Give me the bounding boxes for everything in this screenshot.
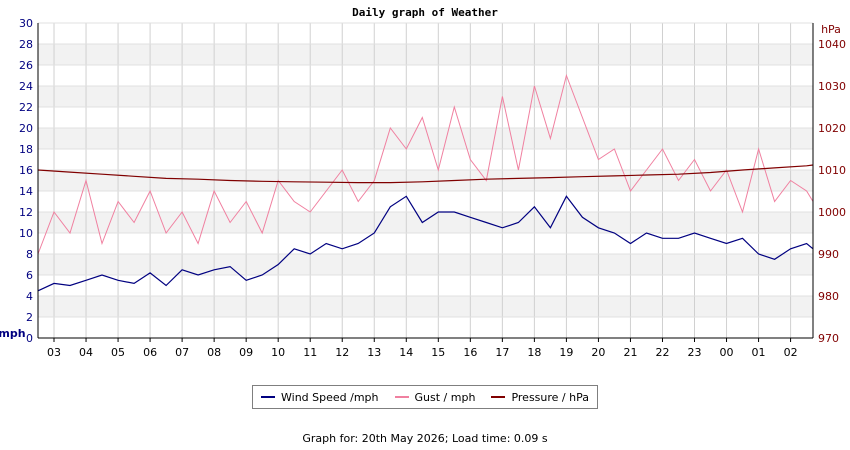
left-axis-unit-label: mph	[0, 327, 26, 340]
x-tick-label: 02	[784, 346, 798, 359]
x-tick-label: 01	[752, 346, 766, 359]
left-tick-label: 20	[19, 122, 33, 135]
right-axis-ticks: 970 980 990 1000 1010 1020 1030 1040	[818, 38, 846, 345]
left-tick-label: 2	[26, 311, 33, 324]
left-tick-label: 28	[19, 38, 33, 51]
x-tick-label: 18	[527, 346, 541, 359]
x-tick-label: 14	[399, 346, 413, 359]
left-tick-label: 18	[19, 143, 33, 156]
legend-item-wind: Wind Speed /mph	[261, 391, 379, 404]
right-tick-label: 980	[818, 290, 839, 303]
right-axis-unit-label: hPa	[821, 23, 841, 36]
grid-band	[38, 128, 813, 149]
grid-band	[38, 275, 813, 296]
axes	[37, 23, 814, 339]
grid-band	[38, 191, 813, 212]
x-tick-label: 04	[79, 346, 93, 359]
right-tick-label: 1000	[818, 206, 846, 219]
x-tick-label: 23	[688, 346, 702, 359]
chart-title: Daily graph of Weather	[352, 6, 498, 19]
right-tick-label: 970	[818, 332, 839, 345]
series-layer	[37, 73, 814, 292]
legend-swatch-gust	[394, 396, 409, 398]
x-tick-label: 16	[463, 346, 477, 359]
right-tick-label: 1020	[818, 122, 846, 135]
x-tick-label: 21	[623, 346, 637, 359]
left-tick-label: 8	[26, 248, 33, 261]
x-axis-ticks: 03 04 05 06 07 08 09 10 11 12 13 14 15 16 17 18 19 20 21 22…	[47, 338, 798, 359]
left-tick-label: 0	[26, 332, 33, 345]
grid-band	[38, 296, 813, 317]
left-tick-label: 30	[19, 17, 33, 30]
grid-band	[38, 233, 813, 254]
left-tick-label: 6	[26, 269, 33, 282]
x-tick-label: 22	[655, 346, 669, 359]
x-tick-label: 15	[431, 346, 445, 359]
x-tick-label: 08	[207, 346, 221, 359]
footer-info: Graph for: 20th May 2026; Load time: 0.0…	[302, 432, 548, 445]
legend: Wind Speed /mph Gust / mph Pressure / hP…	[252, 385, 598, 409]
x-tick-label: 06	[143, 346, 157, 359]
left-tick-label: 22	[19, 101, 33, 114]
left-tick-label: 14	[19, 185, 33, 198]
legend-label-wind: Wind Speed /mph	[281, 390, 379, 404]
x-tick-label: 12	[335, 346, 349, 359]
grid-band	[38, 86, 813, 107]
grid-band	[38, 212, 813, 233]
grid-band	[38, 254, 813, 275]
left-tick-label: 24	[19, 80, 33, 93]
x-tick-label: 10	[271, 346, 285, 359]
left-tick-label: 16	[19, 164, 33, 177]
x-tick-label: 00	[720, 346, 734, 359]
grid-band	[38, 44, 813, 65]
left-tick-label: 4	[26, 290, 33, 303]
grid-band	[38, 107, 813, 128]
grid-band	[38, 149, 813, 170]
x-tick-label: 13	[367, 346, 381, 359]
legend-item-pressure: Pressure / hPa	[491, 391, 589, 404]
legend-swatch-wind	[261, 396, 275, 398]
grid-bands	[38, 23, 813, 338]
left-tick-label: 26	[19, 59, 33, 72]
grid-band	[38, 65, 813, 86]
left-tick-label: 10	[19, 227, 33, 240]
right-tick-label: 990	[818, 248, 839, 261]
left-tick-label: 12	[19, 206, 33, 219]
x-tick-label: 07	[175, 346, 189, 359]
right-tick-label: 1040	[818, 38, 846, 51]
x-tick-label: 05	[111, 346, 125, 359]
series-line-pressure-hpa	[37, 164, 814, 184]
right-tick-label: 1010	[818, 164, 846, 177]
x-tick-label: 17	[495, 346, 509, 359]
grid-band	[38, 317, 813, 338]
legend-label-pressure: Pressure / hPa	[511, 390, 589, 404]
grid-band	[38, 23, 813, 44]
x-tick-label: 19	[559, 346, 573, 359]
legend-swatch-pressure	[491, 396, 506, 398]
legend-label-gust: Gust / mph	[414, 390, 476, 404]
series-line-wind-speed-mph	[37, 195, 814, 292]
right-tick-label: 1030	[818, 80, 846, 93]
series-line-gust-mph	[37, 73, 814, 255]
x-tick-label: 09	[239, 346, 253, 359]
x-tick-label: 11	[303, 346, 317, 359]
x-tick-label: 03	[47, 346, 61, 359]
legend-item-gust: Gust / mph	[394, 390, 476, 404]
x-tick-label: 20	[591, 346, 605, 359]
